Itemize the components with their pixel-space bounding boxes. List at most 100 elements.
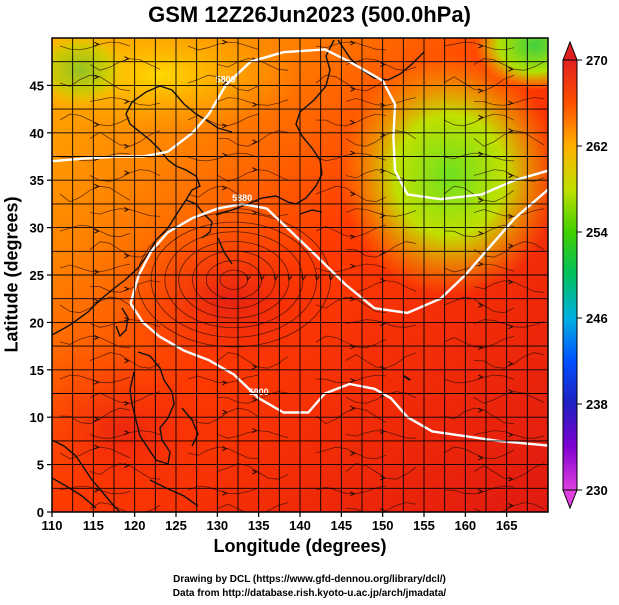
- y-axis-ticks: 0 5 10 15 20 25 30 35 40 45: [30, 78, 52, 520]
- y-tick-label: 0: [37, 505, 44, 520]
- x-tick-label: 150: [372, 518, 394, 533]
- streamline: [217, 502, 289, 512]
- streamline: [345, 352, 417, 369]
- streamline: [217, 463, 289, 480]
- streamline-arrow: [252, 210, 258, 216]
- streamline-arrow: [478, 302, 484, 308]
- streamline-arrow: [94, 74, 100, 80]
- y-tick-label: 20: [30, 315, 44, 330]
- streamline-arrow: [287, 275, 293, 281]
- streamline-arrow: [350, 120, 356, 125]
- streamline-arrow: [222, 185, 228, 191]
- streamline-arrow: [350, 191, 356, 197]
- streamline-arrow: [246, 275, 251, 281]
- streamline-arrow: [222, 446, 228, 451]
- chart-title: GSM 12Z26Jun2023 (500.0hPa): [148, 2, 471, 27]
- streamline-arrow: [380, 102, 386, 108]
- colorbar-tick-label: 270: [586, 53, 608, 68]
- streamline-arrow: [350, 86, 356, 92]
- colorbar-ticks: 230 238 246 254 262 270: [577, 53, 608, 498]
- streamline: [345, 391, 417, 404]
- streamline-arrow: [124, 56, 130, 62]
- streamline-arrow: [301, 275, 306, 281]
- streamline: [59, 113, 131, 127]
- y-tick-label: 35: [30, 173, 44, 188]
- streamline-arrow: [350, 378, 356, 383]
- streamline-arrow: [350, 491, 356, 497]
- streamline: [443, 185, 515, 203]
- streamline-arrow: [350, 405, 356, 411]
- streamline: [345, 502, 417, 512]
- streamline-arrow: [124, 400, 130, 406]
- streamline: [443, 407, 515, 425]
- streamline-arrow: [94, 41, 100, 47]
- colorbar-tick-label: 254: [586, 225, 608, 240]
- contour-line-5880: [129, 188, 548, 315]
- streamline-arrow: [478, 198, 484, 203]
- streamline-arrow: [273, 275, 279, 281]
- streamline: [345, 169, 417, 182]
- streamline: [187, 374, 259, 384]
- contour-line-5900: [129, 302, 548, 447]
- streamline-arrow: [478, 455, 484, 461]
- colorbar-tick-label: 238: [586, 397, 608, 412]
- streamline-arrow: [380, 132, 386, 138]
- x-axis-label: Longitude (degrees): [213, 536, 387, 556]
- streamline: [315, 374, 387, 384]
- y-tick-label: 10: [30, 410, 44, 425]
- streamline: [187, 446, 259, 460]
- streamline: [217, 430, 289, 439]
- streamline-arrow: [380, 429, 386, 434]
- streamline: [315, 296, 387, 314]
- streamline: [315, 41, 387, 51]
- streamline-arrow: [222, 409, 228, 415]
- streamline-arrow: [252, 102, 258, 108]
- streamline-arrow: [315, 275, 320, 281]
- colorbar-tick-label: 262: [586, 139, 608, 154]
- colorbar-max-arrow: [562, 40, 578, 61]
- streamline-arrow: [124, 170, 130, 176]
- streamline: [89, 208, 161, 217]
- streamline-arrow: [94, 444, 100, 450]
- streamline: [59, 152, 131, 162]
- streamline: [345, 241, 417, 258]
- streamline-arrow: [508, 476, 514, 482]
- streamline-arrow: [328, 275, 334, 281]
- streamline-arrow: [222, 490, 228, 496]
- streamline-arrow: [508, 128, 514, 134]
- streamline: [315, 446, 387, 460]
- streamline: [89, 352, 161, 369]
- streamline: [443, 113, 515, 127]
- streamline: [443, 74, 515, 92]
- streamline-arrow: [252, 167, 258, 173]
- streamline-arrow: [252, 511, 253, 512]
- streamline: [89, 130, 161, 147]
- streamline-arrow: [252, 364, 258, 370]
- streamline-arrow: [380, 475, 386, 481]
- streamline: [187, 185, 259, 203]
- streamline-arrow: [508, 243, 514, 249]
- streamline-arrow: [508, 213, 514, 219]
- streamline-arrow: [350, 150, 356, 156]
- streamline-arrow: [508, 324, 514, 330]
- y-tick-label: 40: [30, 126, 44, 141]
- streamline-arrow: [380, 62, 386, 68]
- streamline: [443, 296, 515, 314]
- streamline-arrow: [478, 88, 484, 94]
- streamline-arrow: [478, 407, 484, 413]
- streamline: [443, 152, 515, 162]
- streamline-arrow: [508, 432, 514, 438]
- streamline: [443, 263, 515, 273]
- streamline-arrow: [94, 228, 100, 234]
- streamline-arrow: [259, 275, 265, 281]
- contour-line-5800: [52, 48, 548, 201]
- streamline-arrow: [478, 374, 484, 380]
- streamline-arrow: [508, 389, 514, 394]
- streamline-arrow: [478, 261, 484, 267]
- streamline-arrow: [124, 99, 130, 104]
- streamline-arrow: [252, 397, 258, 403]
- streamline-arrow: [124, 207, 130, 212]
- streamline-arrow: [350, 450, 356, 456]
